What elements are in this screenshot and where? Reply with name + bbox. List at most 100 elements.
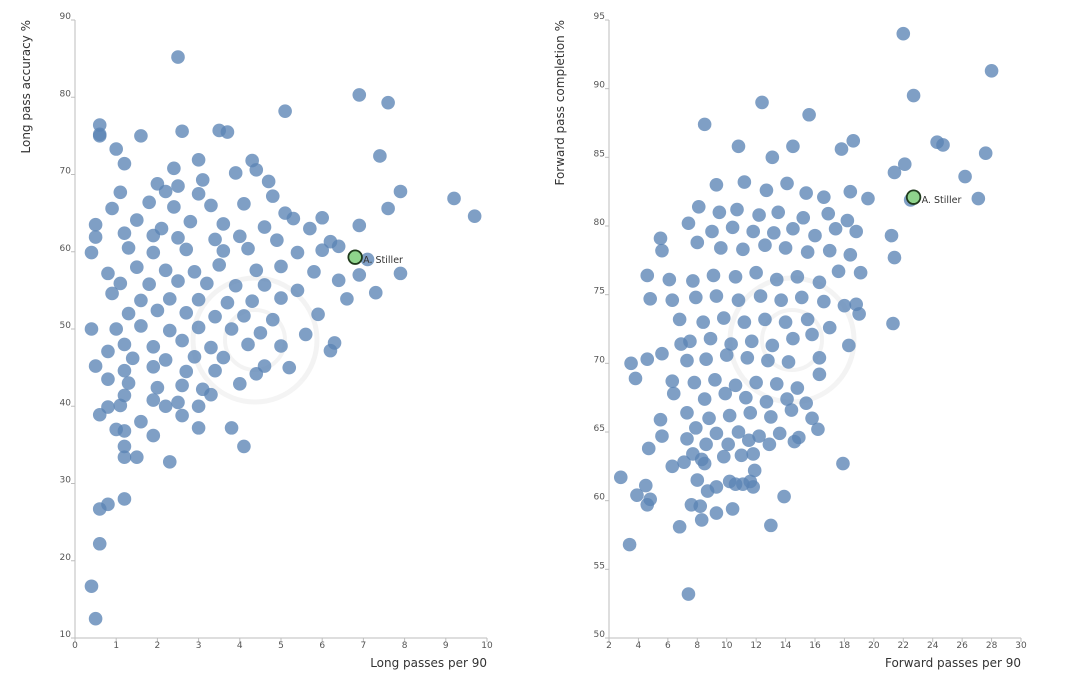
scatter-point — [769, 377, 784, 391]
highlight-label: A. Stiller — [363, 255, 403, 266]
scatter-point — [191, 320, 206, 335]
scatter-point — [233, 377, 247, 391]
scatter-point — [712, 205, 727, 220]
scatter-point — [765, 150, 780, 165]
scatter-point — [719, 348, 734, 362]
scatter-point — [105, 201, 119, 216]
scatter-point — [113, 398, 128, 413]
scatter-point — [352, 218, 367, 233]
scatter-point — [808, 228, 822, 243]
x-tick-label: 16 — [809, 641, 821, 651]
scatter-point — [303, 221, 317, 236]
y-tick-label: 90 — [594, 81, 606, 91]
scatter-point — [861, 191, 875, 206]
scatter-point — [786, 331, 800, 346]
scatter-point — [315, 210, 330, 225]
scatter-point — [764, 410, 778, 424]
scatter-point — [249, 163, 264, 177]
scatter-point — [753, 289, 768, 303]
scatter-point — [237, 197, 251, 211]
scatter-point — [896, 26, 911, 41]
scatter-point — [843, 184, 858, 199]
scatter-point — [265, 312, 280, 327]
scatter-point — [752, 429, 766, 443]
scatter-point — [88, 611, 103, 626]
scatter-point — [92, 502, 107, 516]
scatter-point — [836, 456, 850, 471]
scatter-point — [146, 245, 161, 260]
scatter-point — [630, 488, 644, 502]
scatter-point — [653, 231, 668, 246]
y-tick-label: 65 — [594, 424, 605, 434]
scatter-point — [790, 381, 805, 395]
y-tick-label: 85 — [594, 149, 605, 159]
scatter-point — [233, 229, 247, 244]
x-tick-label: 7 — [361, 641, 367, 651]
scatter-point — [220, 125, 235, 139]
scatter-point — [758, 312, 772, 327]
scatter-point — [709, 289, 724, 303]
scatter-point — [195, 173, 210, 187]
x-axis-label: Long passes per 90 — [370, 656, 487, 670]
scatter-point — [700, 484, 715, 498]
scatter-point — [796, 210, 811, 225]
scatter-point — [331, 239, 346, 254]
scatter-point — [208, 363, 222, 378]
scatter-point — [249, 263, 264, 278]
scatter-point — [655, 429, 669, 443]
scatter-point — [171, 395, 185, 410]
scatter-point — [666, 386, 681, 401]
scatter-point — [134, 129, 148, 143]
scatter-point — [822, 243, 837, 258]
x-tick-label: 10 — [481, 641, 493, 651]
scatter-point — [693, 499, 708, 513]
scatter-point — [849, 224, 863, 239]
scatter-point — [613, 470, 628, 485]
scatter-point — [257, 278, 272, 292]
scatter-point — [662, 272, 677, 287]
scatter-point — [828, 221, 843, 236]
x-tick-label: 6 — [319, 641, 325, 651]
scatter-point — [737, 315, 752, 329]
scatter-point — [640, 497, 655, 512]
scatter-point — [393, 184, 408, 199]
scatter-point — [101, 344, 115, 359]
x-tick-label: 22 — [898, 641, 909, 651]
scatter-point — [843, 248, 858, 262]
scatter-point — [187, 350, 202, 364]
scatter-point — [691, 199, 706, 214]
scatter-point — [689, 290, 703, 305]
scatter-point — [764, 518, 778, 533]
x-tick-label: 1 — [113, 641, 119, 651]
scatter-point — [162, 323, 177, 338]
scatter-point — [747, 463, 762, 478]
scatter-point — [638, 478, 653, 493]
scatter-point — [204, 387, 218, 402]
scatter-point — [936, 138, 950, 152]
x-tick-label: 6 — [665, 641, 671, 651]
scatter-point — [191, 399, 206, 414]
scatter-point — [958, 169, 972, 184]
scatter-point — [216, 217, 231, 231]
scatter-point — [690, 473, 705, 487]
scatter-point — [834, 142, 849, 156]
y-tick-label: 55 — [594, 561, 605, 571]
scatter-point — [699, 437, 713, 452]
y-axis-label: Forward pass completion % — [553, 20, 567, 186]
y-tick-label: 50 — [60, 321, 72, 331]
scatter-point — [746, 224, 760, 239]
scatter-point — [290, 283, 305, 298]
scatter-point — [340, 292, 354, 306]
scatter-point — [665, 293, 680, 307]
scatter-point — [840, 213, 855, 228]
scatter-point — [718, 386, 733, 401]
scatter-point — [887, 165, 902, 180]
scatter-point — [105, 286, 119, 301]
y-axis-label: Long pass accuracy % — [19, 20, 33, 154]
highlight-label: A. Stiller — [922, 195, 962, 206]
scatter-point — [812, 367, 827, 382]
scatter-point — [101, 266, 115, 281]
scatter-point — [716, 449, 731, 464]
scatter-point — [708, 373, 722, 387]
scatter-point — [315, 243, 330, 258]
